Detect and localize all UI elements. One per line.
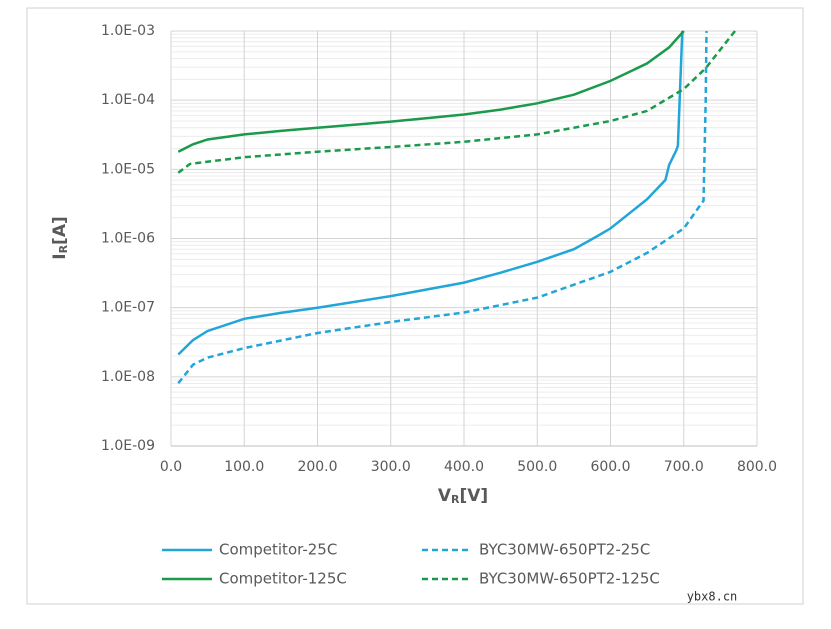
series-line (177, 30, 684, 356)
x-tick-label: 0.0 (160, 459, 182, 475)
y-tick-label: 1.0E-05 (101, 161, 155, 177)
legend-label: Competitor-125C (219, 570, 347, 588)
legend-label: BYC30MW-650PT2-25C (479, 541, 650, 559)
y-label-unit: [A] (50, 216, 70, 245)
x-label-unit: [V] (459, 486, 488, 506)
x-tick-label: 800.0 (737, 459, 777, 475)
y-tick-label: 1.0E-08 (101, 369, 155, 385)
series-line (177, 30, 736, 174)
x-axis-label: VR[V] (438, 486, 488, 506)
x-tick-label: 100.0 (224, 459, 264, 475)
y-axis-label: IR[A] (50, 216, 70, 260)
x-tick-label: 300.0 (371, 459, 411, 475)
y-tick-label: 1.0E-04 (101, 92, 155, 108)
watermark: ybx8.cn (687, 590, 738, 604)
legend-label: Competitor-25C (219, 541, 337, 559)
x-tick-label: 500.0 (517, 459, 557, 475)
x-label-symbol: V (438, 486, 452, 506)
x-tick-label: 700.0 (664, 459, 704, 475)
legend-label: BYC30MW-650PT2-125C (479, 570, 660, 588)
series-line (177, 30, 685, 153)
y-tick-label: 1.0E-07 (101, 300, 155, 316)
y-tick-label: 1.0E-09 (101, 438, 155, 454)
x-label-subscript: R (451, 493, 460, 506)
x-tick-label: 400.0 (444, 459, 484, 475)
y-tick-label: 1.0E-03 (101, 23, 155, 39)
y-label-subscript: R (57, 244, 70, 253)
series-line (177, 30, 708, 384)
y-label-symbol: I (50, 253, 70, 259)
x-tick-label: 200.0 (297, 459, 337, 475)
y-tick-label: 1.0E-06 (101, 231, 155, 247)
x-tick-label: 600.0 (590, 459, 630, 475)
